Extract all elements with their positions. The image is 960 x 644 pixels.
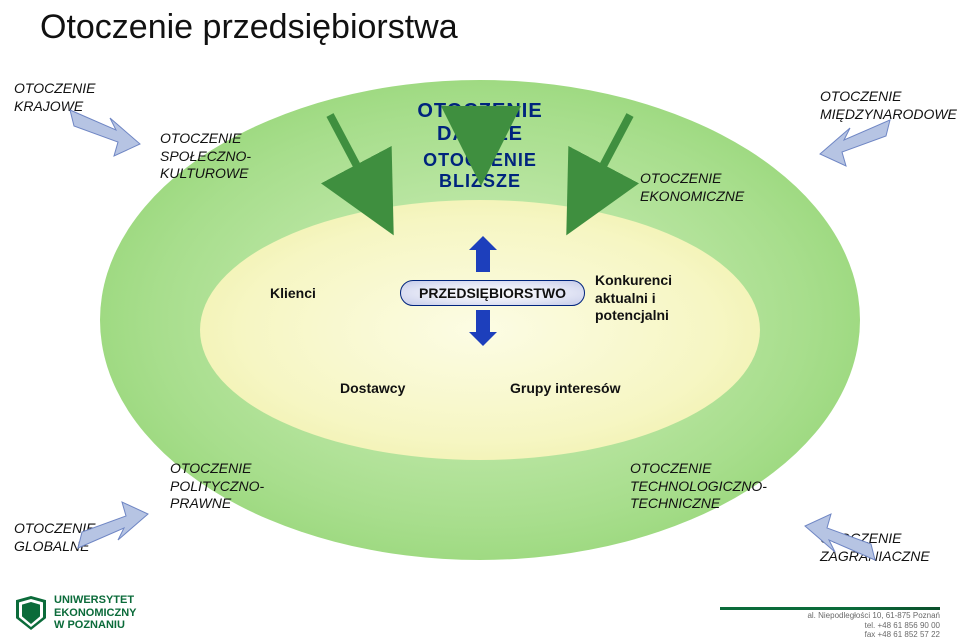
university-shield-icon (16, 596, 46, 630)
arrow-corner-br (805, 510, 875, 560)
arrow-green-mid (466, 122, 496, 162)
label-konkurenci: Konkurenci aktualni i potencjalni (595, 272, 672, 325)
arrow-corner-tr (820, 120, 890, 170)
label-spoleczno: OTOCZENIE SPOŁECZNO- KULTUROWE (160, 130, 251, 183)
label-ekon: OTOCZENIE EKONOMICZNE (640, 170, 744, 205)
center-arrow-down (476, 310, 490, 332)
label-dostawcy: Dostawcy (340, 380, 405, 398)
addr-line1: al. Niepodległości 10, 61-875 Poznań (807, 611, 940, 621)
center-pill: PRZEDSIĘBIORSTWO (400, 280, 585, 306)
arrow-green-right (570, 115, 640, 215)
uni-line2: EKONOMICZNY (54, 607, 137, 620)
addr-line2: tel. +48 61 856 90 00 (807, 621, 940, 631)
page-title: Otoczenie przedsiębiorstwa (40, 8, 458, 47)
uni-line3: W POZNANIU (54, 619, 137, 632)
label-polit: OTOCZENIE POLITYCZNO- PRAWNE (170, 460, 264, 513)
label-grupy: Grupy interesów (510, 380, 620, 398)
arrow-green-left (320, 115, 390, 215)
center-arrow-up (476, 250, 490, 272)
footer-bar (720, 607, 940, 610)
footer-logo: UNIWERSYTET EKONOMICZNY W POZNANIU (16, 594, 137, 632)
label-miedzynar: OTOCZENIE MIĘDZYNARODOWE (820, 88, 957, 123)
arrow-corner-bl (78, 498, 148, 548)
university-name: UNIWERSYTET EKONOMICZNY W POZNANIU (54, 594, 137, 632)
arrow-corner-tl (70, 110, 140, 160)
uni-line1: UNIWERSYTET (54, 594, 137, 607)
footer-address: al. Niepodległości 10, 61-875 Poznań tel… (807, 611, 940, 640)
label-klienci: Klienci (270, 285, 316, 303)
label-techn: OTOCZENIE TECHNOLOGICZNO- TECHNICZNE (630, 460, 767, 513)
addr-line3: fax +48 61 852 57 22 (807, 630, 940, 640)
